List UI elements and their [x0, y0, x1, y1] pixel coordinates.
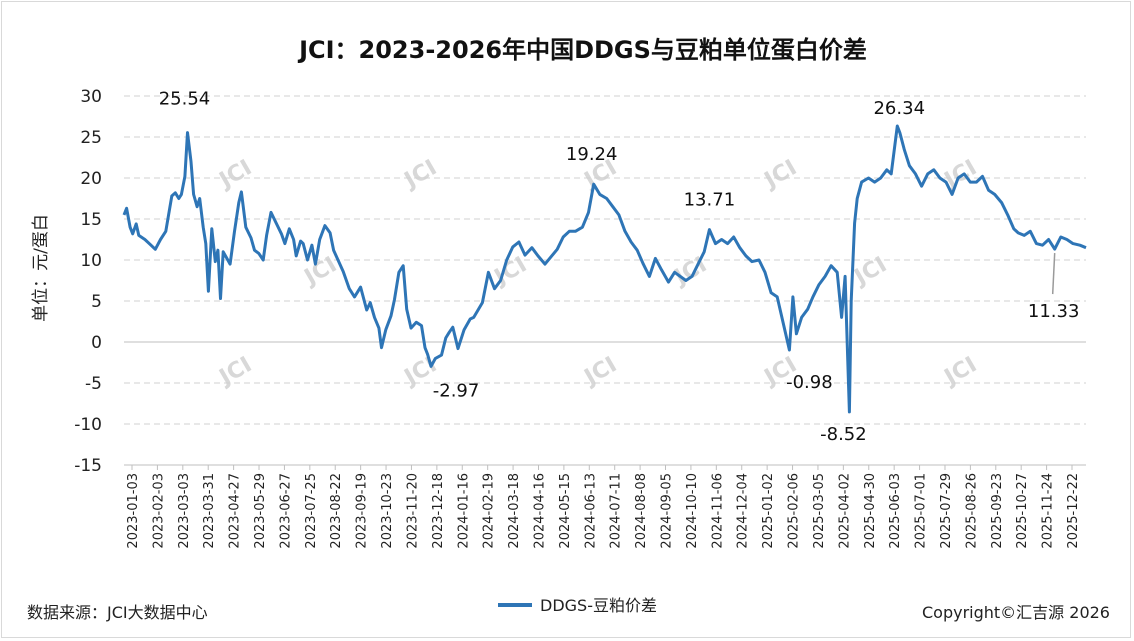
- y-tick-label: -5: [85, 374, 102, 394]
- legend: DDGS-豆粕价差: [498, 596, 657, 615]
- y-tick-label: 5: [91, 292, 102, 312]
- copyright-text: Copyright©汇吉源 2026: [922, 603, 1110, 622]
- x-tick-label: 2023-01-03: [126, 473, 141, 549]
- x-axis: 2023-01-03 2023-02-03 2023-03-03 2023-03-31…: [124, 464, 1086, 549]
- y-tick-label: -15: [74, 456, 102, 476]
- watermark-text: JCI: [399, 155, 441, 194]
- x-tick-label: 2025-09-23: [990, 473, 1005, 549]
- series-line-ddgs: [122, 124, 1087, 414]
- x-tick-label: 2023-05-29: [253, 473, 268, 549]
- x-tick-label: 2024-10-10: [685, 473, 700, 549]
- watermark-text: JCI: [299, 252, 341, 291]
- watermark-text: JCI: [849, 252, 891, 291]
- x-tick-label: 2023-12-18: [431, 473, 446, 549]
- watermark-text: JCI: [939, 155, 981, 194]
- x-tick-label: 2024-11-06: [710, 473, 725, 549]
- x-tick-label: 2024-03-18: [507, 473, 522, 549]
- x-tick-label: 2025-07-01: [914, 473, 929, 549]
- x-tick-label: 2025-08-26: [964, 473, 979, 549]
- data-label: 11.33: [1028, 301, 1080, 322]
- source-text: 数据来源：JCI大数据中心: [27, 603, 208, 622]
- y-tick-label: -10: [74, 415, 102, 435]
- annotation-layer: 25.54 -2.97 19.24 13.71 -0.98 -8.52 26.34 11.33: [159, 89, 1080, 445]
- watermark-text: JCI: [939, 352, 981, 391]
- legend-label: DDGS-豆粕价差: [540, 596, 657, 615]
- data-label: 25.54: [159, 89, 211, 110]
- x-tick-label: 2024-12-04: [736, 473, 751, 549]
- x-tick-label: 2025-04-02: [837, 473, 852, 549]
- x-tick-label: 2025-04-30: [863, 473, 878, 549]
- series-layer: [122, 124, 1087, 414]
- y-tick-label: 20: [80, 169, 102, 189]
- x-tick-label: 2025-01-02: [761, 473, 776, 549]
- x-tick-label: 2023-09-19: [355, 473, 370, 549]
- x-tick-label: 2024-04-16: [532, 473, 547, 549]
- x-tick-label: 2025-06-03: [888, 473, 903, 549]
- y-tick-label: 0: [91, 333, 102, 353]
- y-tick-label: 30: [80, 87, 102, 107]
- data-label: -0.98: [786, 372, 833, 393]
- watermark-text: JCI: [214, 352, 256, 391]
- x-tick-label: 2025-10-27: [1015, 473, 1030, 549]
- x-tick-label: 2023-07-25: [304, 473, 319, 549]
- annotation-leader-line: [1051, 253, 1056, 295]
- x-tick-label: 2023-03-31: [202, 473, 217, 549]
- x-tick-label: 2023-06-27: [278, 473, 293, 549]
- x-tick-label: 2023-11-20: [405, 473, 420, 549]
- data-label: 13.71: [684, 190, 736, 211]
- x-tick-label: 2025-07-29: [939, 473, 954, 549]
- watermark-text: JCI: [214, 155, 256, 194]
- x-tick-label: 2025-02-06: [787, 473, 802, 549]
- x-tick-label: 2023-03-03: [177, 473, 192, 549]
- x-tick-label: 2024-06-13: [583, 473, 598, 549]
- data-label: 19.24: [566, 144, 618, 165]
- x-tick-label: 2023-02-03: [151, 473, 166, 549]
- data-label: -2.97: [433, 380, 480, 401]
- x-tick-label: 2025-03-05: [812, 473, 827, 549]
- grid-lines: [124, 95, 1086, 466]
- y-axis-label: 单位：元/蛋白: [31, 214, 51, 322]
- y-tick-label: 15: [80, 210, 102, 230]
- y-tick-label: 25: [80, 128, 102, 148]
- x-tick-label: 2024-01-16: [456, 473, 471, 549]
- x-tick-label: 2025-12-22: [1066, 473, 1081, 549]
- y-tick-label: 10: [80, 251, 102, 271]
- watermark-text: JCI: [579, 352, 621, 391]
- x-tick-label: 2025-11-24: [1041, 473, 1056, 549]
- x-tick-label: 2023-08-22: [329, 473, 344, 549]
- data-label: -8.52: [820, 424, 867, 445]
- x-tick-label: 2024-09-05: [660, 473, 675, 549]
- x-tick-label: 2024-08-08: [634, 473, 649, 549]
- x-tick-label: 2023-10-23: [380, 473, 395, 549]
- x-tick-label: 2024-07-11: [609, 473, 624, 549]
- chart-title: JCI：2023-2026年中国DDGS与豆粕单位蛋白价差: [297, 36, 867, 64]
- x-tick-label: 2024-05-15: [558, 473, 573, 549]
- x-tick-label: 2023-04-27: [228, 473, 243, 549]
- y-axis-ticks: 30 25 20 15 10 5 0 -5 -10 -15: [74, 87, 102, 476]
- watermark-text: JCI: [759, 155, 801, 194]
- x-tick-label: 2024-02-19: [482, 473, 497, 549]
- data-label: 26.34: [873, 98, 925, 119]
